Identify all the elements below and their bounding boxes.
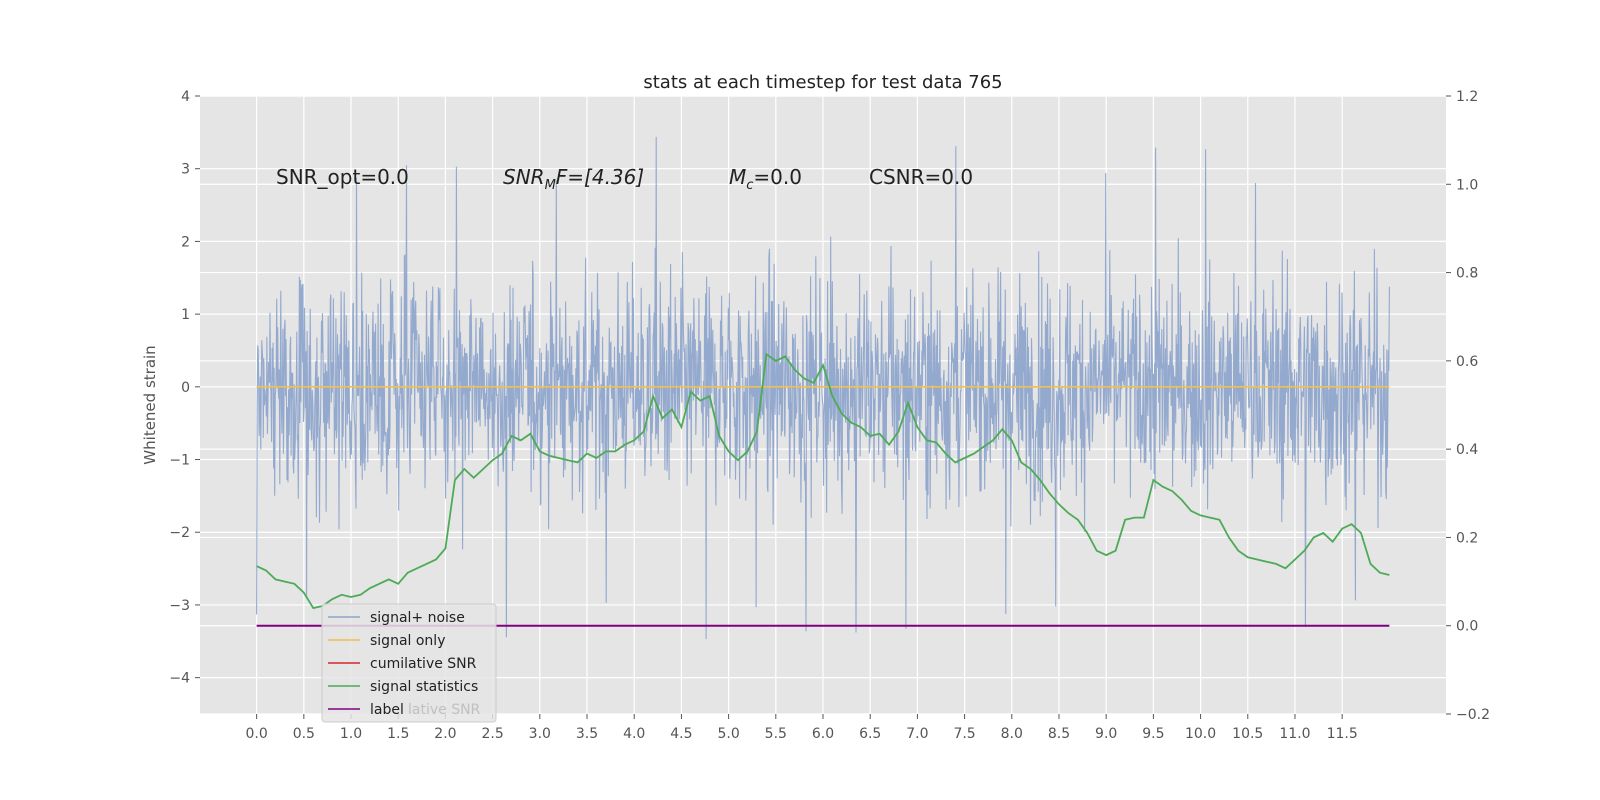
y2-tick-label: 1.2	[1456, 89, 1478, 105]
x-tick-label: 10.5	[1232, 726, 1263, 742]
y2-tick-label: 0.2	[1456, 530, 1478, 546]
x-tick-label: 3.5	[576, 726, 598, 742]
x-tick-label: 1.0	[340, 726, 362, 742]
grid	[200, 95, 1446, 715]
x-tick-label: 8.0	[1001, 726, 1023, 742]
y-tick-label: 1	[181, 307, 190, 323]
y2-tick-label: 0.8	[1456, 266, 1478, 282]
y-tick-label: −2	[169, 525, 190, 541]
series-signal-statistics	[256, 352, 1390, 610]
y-tick-label: 2	[181, 234, 190, 250]
y-axis-left: 4 3 2 1 0 −1 −2 −3 −4	[169, 89, 200, 687]
y2-tick-label: −0.2	[1456, 707, 1490, 723]
x-tick-label: 2.0	[434, 726, 456, 742]
x-tick-label: 5.0	[717, 726, 739, 742]
y-tick-label: 3	[181, 162, 190, 178]
x-tick-label: 0.5	[293, 726, 315, 742]
x-tick-label: 0.0	[246, 726, 268, 742]
x-tick-label: 11.0	[1279, 726, 1310, 742]
x-tick-label: 2.5	[481, 726, 503, 742]
x-tick-label: 5.5	[765, 726, 787, 742]
x-tick-label: 7.0	[906, 726, 928, 742]
y-tick-label: −1	[169, 453, 190, 469]
y-tick-label: 4	[181, 89, 190, 105]
annotation-mc: Mc=0.0	[729, 165, 802, 193]
y-tick-label: −4	[169, 671, 190, 687]
legend-label-label: label	[370, 702, 404, 718]
chart-title: stats at each timestep for test data 765	[643, 72, 1002, 93]
x-tick-label: 9.0	[1095, 726, 1117, 742]
x-tick-label: 4.5	[670, 726, 692, 742]
x-tick-label: 3.0	[529, 726, 551, 742]
y-axis-label: Whitened strain	[141, 345, 159, 464]
legend-label-cumulative: cumilative SNR	[370, 656, 477, 672]
y2-tick-label: 0.6	[1456, 354, 1478, 370]
x-tick-label: 6.0	[812, 726, 834, 742]
y2-tick-label: 0.0	[1456, 619, 1478, 635]
x-axis: 0.0 0.5 1.0 1.5 2.0 2.5 3.0 3.5 4.0 4.5 5.0 5.5 6.0 6…	[246, 714, 1358, 742]
y2-tick-label: 0.4	[1456, 442, 1478, 458]
annotation-snr-opt: SNR_opt=0.0	[276, 165, 409, 189]
legend-label-statistics: signal statistics	[370, 679, 478, 695]
y-axis-right: 1.2 1.0 0.8 0.6 0.4 0.2 0.0 −0.2	[1446, 89, 1490, 723]
legend: signal+ noise signal only cumilative SNR…	[321, 603, 497, 723]
x-tick-label: 10.0	[1185, 726, 1216, 742]
x-tick-label: 7.5	[953, 726, 975, 742]
x-tick-label: 11.5	[1327, 726, 1358, 742]
x-tick-label: 8.5	[1048, 726, 1070, 742]
series-signal-noise	[256, 136, 1390, 640]
annotation-snr-mf: SNRMF=[4.36]	[503, 165, 644, 193]
legend-label-signal-only: signal only	[370, 633, 445, 649]
x-tick-label: 4.0	[623, 726, 645, 742]
legend-box	[321, 603, 497, 723]
y2-tick-label: 1.0	[1456, 177, 1478, 193]
y-tick-label: −3	[169, 598, 190, 614]
annotation-csnr: CSNR=0.0	[869, 165, 973, 189]
x-tick-label: 6.5	[859, 726, 881, 742]
x-tick-label: 1.5	[387, 726, 409, 742]
y-tick-label: 0	[181, 380, 190, 396]
x-tick-label: 9.5	[1142, 726, 1164, 742]
signal-noise-trace	[256, 136, 1390, 640]
legend-label-noise: signal+ noise	[370, 610, 465, 626]
legend-overlap-text: lative SNR	[408, 702, 481, 718]
